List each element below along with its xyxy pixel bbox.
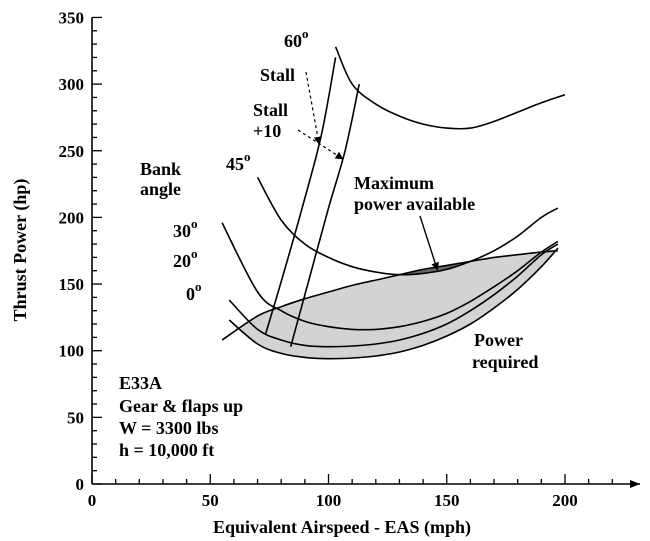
power-required-label-line2: required	[472, 352, 538, 372]
tick-marks	[91, 16, 613, 485]
x-tick-label: 150	[434, 491, 460, 510]
curve-maximum-power-available	[221, 249, 558, 341]
y-tick-label: 150	[59, 275, 85, 294]
stall-label: Stall	[260, 65, 295, 85]
curve-stall-10	[289, 83, 360, 347]
bank-angle-heading-line2: angle	[140, 179, 181, 199]
x-axis-arrowhead	[630, 480, 640, 488]
power-required-label-line1: Power	[474, 330, 523, 350]
bank-label-45: 45o	[226, 149, 251, 174]
bank-label-20: 20o	[173, 246, 198, 271]
y-axis-title: Thrust Power (hp)	[10, 179, 31, 322]
y-tick-label: 50	[67, 408, 84, 427]
curve-20	[228, 243, 559, 348]
condition-aircraft: E33A	[119, 373, 162, 393]
excess-power-region	[241, 250, 556, 359]
max-power-label-line1: Maximum	[354, 173, 434, 193]
y-tick-label: 100	[59, 342, 85, 361]
max-power-label-line2: power available	[354, 194, 475, 214]
bank-angle-heading-line1: Bank	[140, 159, 181, 179]
bank-label-60: 60o	[284, 26, 309, 51]
curve-60	[334, 46, 566, 130]
y-tick-label: 350	[59, 8, 85, 27]
x-tick-label: 50	[202, 491, 219, 510]
tick-labels: 0 50 100 150 200 0 50 100 150 200 250 300 350	[59, 8, 578, 510]
y-tick-label: 0	[76, 475, 85, 494]
curve-stall	[265, 57, 337, 334]
stall-plus10-label-line1: Stall	[253, 100, 288, 120]
curve-30	[221, 222, 559, 331]
axes	[91, 17, 640, 488]
x-tick-label: 200	[552, 491, 578, 510]
y-tick-label: 300	[59, 75, 85, 94]
max-power-arrow	[419, 215, 439, 271]
bank-label-0: 0o	[186, 279, 202, 304]
condition-weight: W = 3300 lbs	[119, 418, 218, 438]
curves	[221, 46, 566, 360]
stall-plus10-arrow	[297, 129, 344, 160]
bank-label-30: 30o	[173, 216, 198, 241]
stall-arrow	[305, 71, 322, 145]
condition-altitude: h = 10,000 ft	[119, 440, 214, 460]
annotation-arrows	[297, 71, 439, 271]
curve-45	[256, 177, 559, 276]
condition-config: Gear & flaps up	[119, 396, 243, 416]
stall-plus10-label-line2: +10	[253, 121, 281, 141]
x-axis-title: Equivalent Airspeed - EAS (mph)	[213, 517, 471, 538]
y-tick-label: 200	[59, 208, 85, 227]
y-tick-label: 250	[59, 142, 85, 161]
x-tick-label: 0	[88, 491, 97, 510]
x-tick-label: 100	[316, 491, 342, 510]
curve-0	[228, 247, 559, 360]
